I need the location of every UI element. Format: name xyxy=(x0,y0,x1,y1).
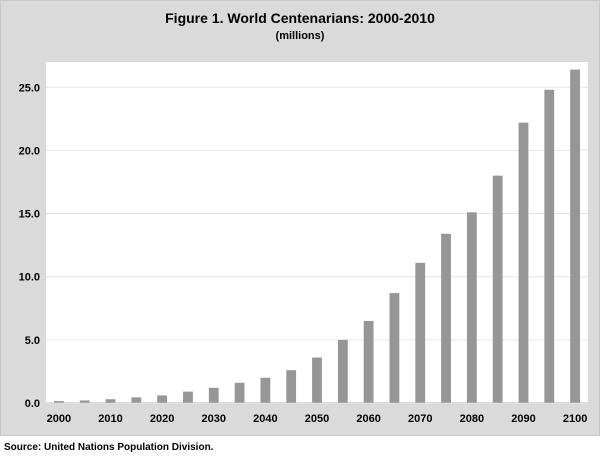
chart-svg: 0.05.010.015.020.025.0 2000 2010 2020 2030 2… xyxy=(19,62,588,425)
bar-2085 xyxy=(492,175,503,403)
x-tick-labels: 2000 2010 2020 2030 2040 2050 2060 2070 2080 2090… xyxy=(47,413,588,425)
bar-2025 xyxy=(183,391,193,403)
bar-2070 xyxy=(415,262,426,403)
bar-2030 xyxy=(208,387,219,403)
bar-2055 xyxy=(337,339,348,403)
bar-2045 xyxy=(286,370,297,403)
x-tick-label: 2100 xyxy=(563,413,587,425)
chart-subtitle: (millions) xyxy=(275,30,325,42)
bar-2015 xyxy=(131,397,142,403)
bar-2050 xyxy=(312,357,322,403)
y-tick-label: 5.0 xyxy=(25,335,40,347)
y-tick-label: 0.0 xyxy=(25,398,40,410)
bar-2005 xyxy=(79,400,90,403)
y-tick-label: 10.0 xyxy=(19,272,40,284)
x-tick-label: 2000 xyxy=(47,413,71,425)
bar-2100 xyxy=(570,69,580,404)
y-tick-label: 15.0 xyxy=(19,209,40,221)
bar-2080 xyxy=(466,212,477,403)
x-tick-label: 2020 xyxy=(150,413,174,425)
bar-2000 xyxy=(54,401,64,403)
x-tick-label: 2040 xyxy=(253,413,277,425)
y-tick-labels: 0.0 5.0 10.0 15.0 20.0 25.0 xyxy=(19,82,40,410)
x-tick-label: 2090 xyxy=(511,413,535,425)
bar-2010 xyxy=(105,399,116,403)
plot-area xyxy=(46,62,588,404)
source-note: Source: United Nations Population Divisi… xyxy=(4,442,214,453)
bar-2035 xyxy=(234,382,245,403)
bar-2065 xyxy=(389,293,400,403)
bar-2020 xyxy=(157,395,168,403)
bars xyxy=(54,69,580,404)
bar-2075 xyxy=(441,233,451,403)
x-tick-label: 2050 xyxy=(305,413,329,425)
bar-2040 xyxy=(260,377,271,403)
x-tick-label: 2060 xyxy=(356,413,380,425)
bar-2095 xyxy=(544,89,555,403)
x-tick-label: 2080 xyxy=(460,413,484,425)
bar-2060 xyxy=(363,320,374,403)
x-tick-label: 2010 xyxy=(98,413,122,425)
chart-title: Figure 1. World Centenarians: 2000-2010 xyxy=(165,10,435,26)
bar-2090 xyxy=(518,122,529,403)
x-tick-label: 2070 xyxy=(408,413,432,425)
y-tick-label: 20.0 xyxy=(19,145,40,157)
x-tick-label: 2030 xyxy=(202,413,226,425)
y-tick-label: 25.0 xyxy=(19,82,40,94)
